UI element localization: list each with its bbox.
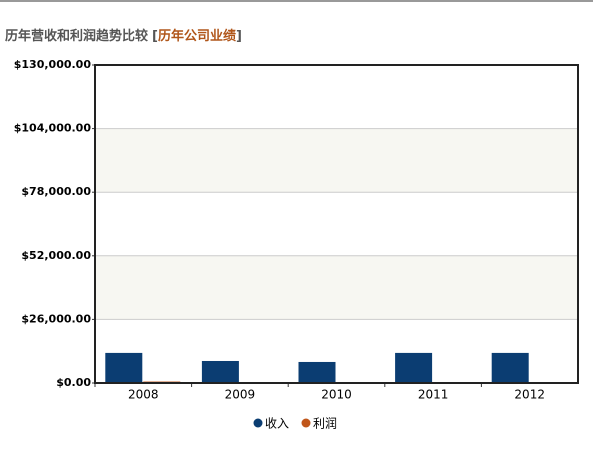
y-tick-label: $26,000.00 xyxy=(21,312,91,325)
x-tick-label: 2009 xyxy=(225,388,256,402)
x-tick-label: 2008 xyxy=(128,388,159,402)
bar xyxy=(105,352,143,383)
legend-marker xyxy=(301,418,311,428)
legend-marker xyxy=(253,418,263,428)
bar xyxy=(491,352,529,383)
bar xyxy=(298,361,336,383)
bar xyxy=(395,352,433,383)
legend-label[interactable]: 利润 xyxy=(313,417,337,431)
x-tick-label: 2012 xyxy=(514,388,545,402)
y-tick-label: $78,000.00 xyxy=(21,185,91,198)
plot-band xyxy=(95,255,578,320)
x-tick-label: 2011 xyxy=(418,388,449,402)
bar xyxy=(201,360,239,383)
title-text: 历年营收和利润趋势比较 xyxy=(5,28,148,44)
legend-label[interactable]: 收入 xyxy=(265,417,289,431)
y-tick-label: $52,000.00 xyxy=(21,249,91,262)
bracket: [ xyxy=(152,29,158,44)
plot-band xyxy=(95,128,578,193)
bracket: ] xyxy=(236,29,242,44)
x-tick-label: 2010 xyxy=(321,388,352,402)
y-tick-label: $130,000.00 xyxy=(14,58,92,71)
y-tick-label: $0.00 xyxy=(56,376,91,389)
subtitle-link[interactable]: 历年公司业绩 xyxy=(158,28,236,44)
y-tick-label: $104,000.00 xyxy=(14,122,92,135)
chart-title: 历年营收和利润趋势比较 [历年公司业绩] xyxy=(5,28,242,44)
plot-border xyxy=(94,64,579,384)
